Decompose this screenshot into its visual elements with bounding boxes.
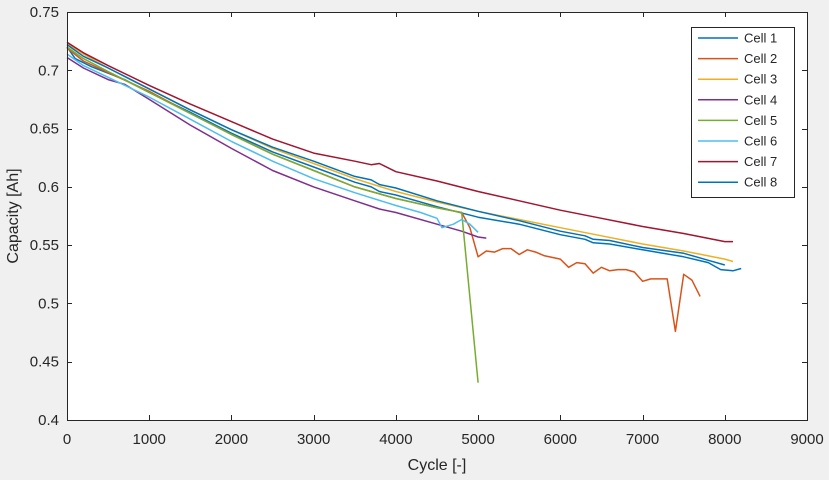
series-line-cell-6 [66,53,479,233]
x-tick-label: 8000 [708,431,741,448]
y-tick-label: 0.75 [30,4,59,21]
x-tick-label: 7000 [626,431,659,448]
x-tick-label: 0 [63,431,71,448]
legend-label-cell-6: Cell 6 [744,134,777,149]
ticks-layer: 0 1000 2000 3000 4000 5000 6000 7000 8000 9000 0.4… [30,4,824,448]
x-tick-label: 6000 [544,431,577,448]
y-tick-label: 0.7 [38,62,59,79]
legend: Cell 1 Cell 2 Cell 3 Cell 4 Cell 5 Cell 6 Cell… [691,27,795,198]
legend-box [691,27,795,198]
series-line-cell-8 [66,43,726,266]
y-tick-label: 0.6 [38,179,59,196]
series-line-cell-5 [66,46,479,383]
legend-label-cell-1: Cell 1 [744,31,777,46]
legend-label-cell-8: Cell 8 [744,175,777,190]
y-tick-label: 0.45 [30,354,59,371]
x-tick-label: 9000 [790,431,823,448]
y-tick-label: 0.65 [30,121,59,138]
legend-label-cell-2: Cell 2 [744,51,777,66]
legend-label-cell-4: Cell 4 [744,92,777,107]
y-tick-label: 0.5 [38,295,59,312]
x-tick-label: 1000 [133,431,166,448]
y-axis-label: Capacity [Ah] [5,168,22,263]
y-tick-label: 0.55 [30,237,59,254]
x-axis-label: Cycle [-] [408,457,467,474]
series-line-cell-7 [66,41,733,243]
legend-label-cell-3: Cell 3 [744,72,777,87]
plot-area [67,12,808,421]
x-tick-label: 4000 [379,431,412,448]
legend-label-cell-7: Cell 7 [744,154,777,169]
series-layer [66,41,742,383]
y-tick-label: 0.4 [38,412,59,429]
x-tick-label: 5000 [461,431,494,448]
x-tick-label: 2000 [215,431,248,448]
legend-label-cell-5: Cell 5 [744,113,777,128]
x-tick-label: 3000 [297,431,330,448]
